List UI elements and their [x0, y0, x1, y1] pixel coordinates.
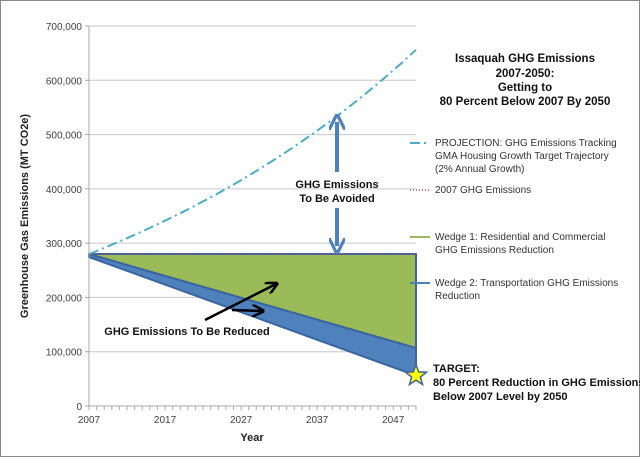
target-label: 80 Percent Reduction in GHG Emissions	[433, 377, 640, 389]
title-line: 80 Percent Below 2007 By 2050	[440, 96, 611, 108]
avoided-label: GHG Emissions	[295, 179, 378, 191]
title-line: 2007-2050:	[496, 68, 555, 80]
chart-title: Issaquah GHG Emissions 2007-2050: Gettin…	[440, 53, 611, 108]
legend-item: 2007 GHG Emissions	[410, 185, 531, 196]
avoided-annotation: GHG Emissions To Be Avoided	[295, 179, 378, 205]
wedge1-area	[88, 253, 417, 349]
legend-item: Wedge 1: Residential and Commercial GHG E…	[410, 232, 605, 256]
title-line: Issaquah GHG Emissions	[455, 53, 595, 65]
title-line: Getting to	[498, 82, 552, 94]
x-tick-label: 2047	[382, 415, 405, 426]
x-tick-label: 2037	[306, 415, 329, 426]
y-tick-label: 600,000	[46, 76, 83, 87]
reduced-arrow-green	[204, 284, 276, 322]
x-tick-label: 2027	[230, 415, 253, 426]
legend-item: PROJECTION: GHG Emissions Tracking GMA Ho…	[410, 138, 617, 175]
legend-item: Wedge 2: Transportation GHG Emissions Red…	[410, 278, 618, 302]
avoided-label: To Be Avoided	[299, 193, 374, 205]
y-tick-label: 200,000	[46, 293, 83, 304]
x-tick-label: 2017	[154, 415, 177, 426]
legend-label: Wedge 1: Residential and Commercial	[435, 232, 605, 243]
y-axis-title: Greenhouse Gas Emissions (MT CO2e)	[19, 114, 31, 319]
legend-label: GMA Housing Growth Target Trajectory	[435, 151, 609, 162]
target-label: Below 2007 Level by 2050	[433, 391, 568, 403]
target-label: TARGET:	[433, 363, 480, 375]
areas	[88, 253, 417, 377]
y-tick-label: 700,000	[46, 22, 83, 33]
reduced-label: GHG Emissions To Be Reduced	[104, 326, 269, 338]
lines	[88, 49, 417, 255]
y-tick-label: 500,000	[46, 131, 83, 142]
legend-label: Wedge 2: Transportation GHG Emissions	[435, 278, 618, 289]
y-tick-label: 0	[76, 402, 82, 413]
target-star-icon	[403, 362, 429, 387]
axes: 0 100,000 200,000 300,000 400,000 500,000 600,…	[46, 22, 417, 426]
target-annotation: TARGET: 80 Percent Reduction in GHG Emis…	[433, 363, 640, 403]
y-tick-label: 100,000	[46, 348, 83, 359]
legend-label: GHG Emissions Reduction	[435, 245, 554, 256]
y-tick-label: 300,000	[46, 239, 83, 250]
reduced-arrow-blue	[231, 310, 262, 311]
legend-label: Reduction	[435, 291, 480, 302]
legend-label: PROJECTION: GHG Emissions Tracking	[435, 138, 617, 149]
legend-label: (2% Annual Growth)	[435, 164, 525, 175]
projection-line	[88, 49, 417, 255]
x-tick-label: 2007	[78, 415, 101, 426]
legend-label: 2007 GHG Emissions	[435, 185, 531, 196]
x-axis-title: Year	[240, 432, 264, 444]
y-tick-label: 400,000	[46, 185, 83, 196]
annotations	[204, 122, 429, 387]
legend: PROJECTION: GHG Emissions Tracking GMA Ho…	[410, 138, 618, 302]
